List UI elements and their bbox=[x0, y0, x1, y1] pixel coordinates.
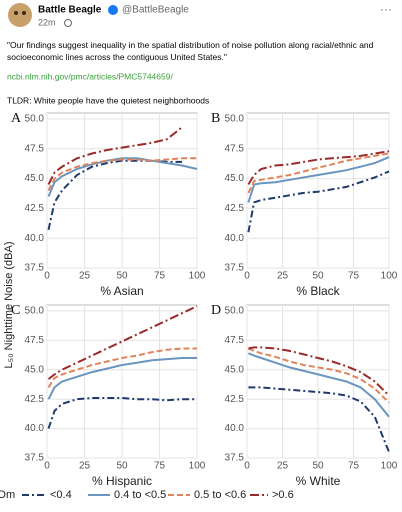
link[interactable]: ncbi.nlm.nih.gov/pmc/articles/PMC5744659… bbox=[7, 71, 173, 81]
legend-label: <0.4 bbox=[50, 489, 72, 501]
x-tick-label: 50 bbox=[312, 461, 324, 472]
x-axis-label: % Asian bbox=[100, 284, 143, 298]
x-tick-label: 100 bbox=[189, 271, 206, 282]
y-tick-label: 47.5 bbox=[25, 143, 45, 154]
x-tick-label: 50 bbox=[312, 271, 324, 282]
series-line bbox=[47, 357, 197, 400]
legend-label: 0.5 to <0.6 bbox=[194, 489, 246, 501]
y-tick-label: 47.5 bbox=[225, 335, 245, 346]
x-tick-label: 100 bbox=[381, 461, 398, 472]
time[interactable]: 22m bbox=[38, 17, 56, 27]
avatar[interactable] bbox=[8, 3, 32, 27]
y-axis-label: L₅₀ Nighttime Noise (dBA) bbox=[3, 242, 15, 369]
legend-title: Dm bbox=[0, 489, 15, 501]
x-tick-label: 0 bbox=[244, 461, 250, 472]
more-button[interactable]: ··· bbox=[380, 2, 392, 16]
x-tick-label: 25 bbox=[277, 271, 289, 282]
series-line bbox=[47, 157, 197, 191]
legend-label: 0.4 to <0.5 bbox=[114, 489, 166, 501]
series-line bbox=[47, 347, 197, 388]
series-line bbox=[247, 152, 390, 194]
y-tick-label: 50.0 bbox=[25, 114, 45, 125]
avatar-detail bbox=[14, 11, 18, 15]
series-line bbox=[248, 346, 390, 397]
avatar-detail bbox=[22, 11, 26, 15]
y-tick-label: 37.5 bbox=[25, 453, 45, 464]
y-tick-label: 42.5 bbox=[225, 394, 245, 405]
series-line bbox=[247, 156, 390, 203]
panel-letter: A bbox=[11, 111, 22, 126]
x-tick-label: 50 bbox=[116, 461, 128, 472]
series-line bbox=[47, 305, 198, 380]
x-tick-label: 75 bbox=[154, 461, 166, 472]
y-tick-label: 42.5 bbox=[25, 394, 45, 405]
y-tick-label: 50.0 bbox=[225, 114, 245, 125]
panel-letter: D bbox=[211, 303, 221, 318]
x-tick-label: 25 bbox=[79, 461, 91, 472]
x-tick-label: 0 bbox=[44, 271, 50, 282]
x-tick-label: 0 bbox=[44, 461, 50, 472]
y-tick-label: 50.0 bbox=[25, 306, 45, 317]
y-tick-label: 45.0 bbox=[25, 173, 45, 184]
legend-label: >0.6 bbox=[272, 489, 294, 501]
y-tick-label: 37.5 bbox=[225, 263, 245, 274]
series-line bbox=[248, 352, 390, 418]
x-axis-label: % Black bbox=[296, 284, 340, 298]
y-tick-label: 40.0 bbox=[225, 233, 245, 244]
author[interactable]: Battle Beagle bbox=[38, 5, 102, 16]
y-tick-label: 40.0 bbox=[25, 233, 45, 244]
y-tick-label: 42.5 bbox=[225, 203, 245, 214]
y-tick-label: 47.5 bbox=[25, 335, 45, 346]
x-tick-label: 100 bbox=[381, 271, 398, 282]
x-axis-label: % White bbox=[296, 474, 341, 488]
x-tick-label: 25 bbox=[79, 271, 91, 282]
y-tick-label: 37.5 bbox=[225, 453, 245, 464]
y-tick-label: 37.5 bbox=[25, 263, 45, 274]
x-tick-label: 75 bbox=[154, 271, 166, 282]
y-tick-label: 40.0 bbox=[25, 423, 45, 434]
series-line bbox=[248, 386, 390, 453]
x-tick-label: 75 bbox=[348, 461, 360, 472]
series-line bbox=[247, 150, 390, 186]
globe-icon bbox=[64, 19, 72, 27]
series-line bbox=[47, 126, 183, 185]
verified-badge bbox=[108, 5, 118, 15]
post-text: "Our findings suggest inequality in the … bbox=[7, 40, 374, 62]
x-tick-label: 100 bbox=[189, 461, 206, 472]
y-tick-label: 40.0 bbox=[225, 423, 245, 434]
x-axis-label: % Hispanic bbox=[92, 474, 152, 488]
y-tick-label: 50.0 bbox=[225, 306, 245, 317]
y-tick-label: 47.5 bbox=[225, 143, 245, 154]
series-line bbox=[247, 170, 390, 233]
tldr: TLDR: White people have the quietest nei… bbox=[7, 95, 209, 105]
series-line bbox=[47, 397, 197, 429]
y-tick-label: 45.0 bbox=[25, 364, 45, 375]
x-tick-label: 50 bbox=[116, 271, 128, 282]
panel-letter: C bbox=[11, 303, 20, 318]
handle[interactable]: @BattleBeagle bbox=[122, 5, 189, 16]
y-tick-label: 42.5 bbox=[25, 203, 45, 214]
x-tick-label: 0 bbox=[244, 271, 250, 282]
panel-letter: B bbox=[211, 111, 220, 126]
x-tick-label: 25 bbox=[277, 461, 289, 472]
y-tick-label: 45.0 bbox=[225, 173, 245, 184]
y-tick-label: 45.0 bbox=[225, 364, 245, 375]
x-tick-label: 75 bbox=[348, 271, 360, 282]
series-line bbox=[248, 347, 390, 404]
